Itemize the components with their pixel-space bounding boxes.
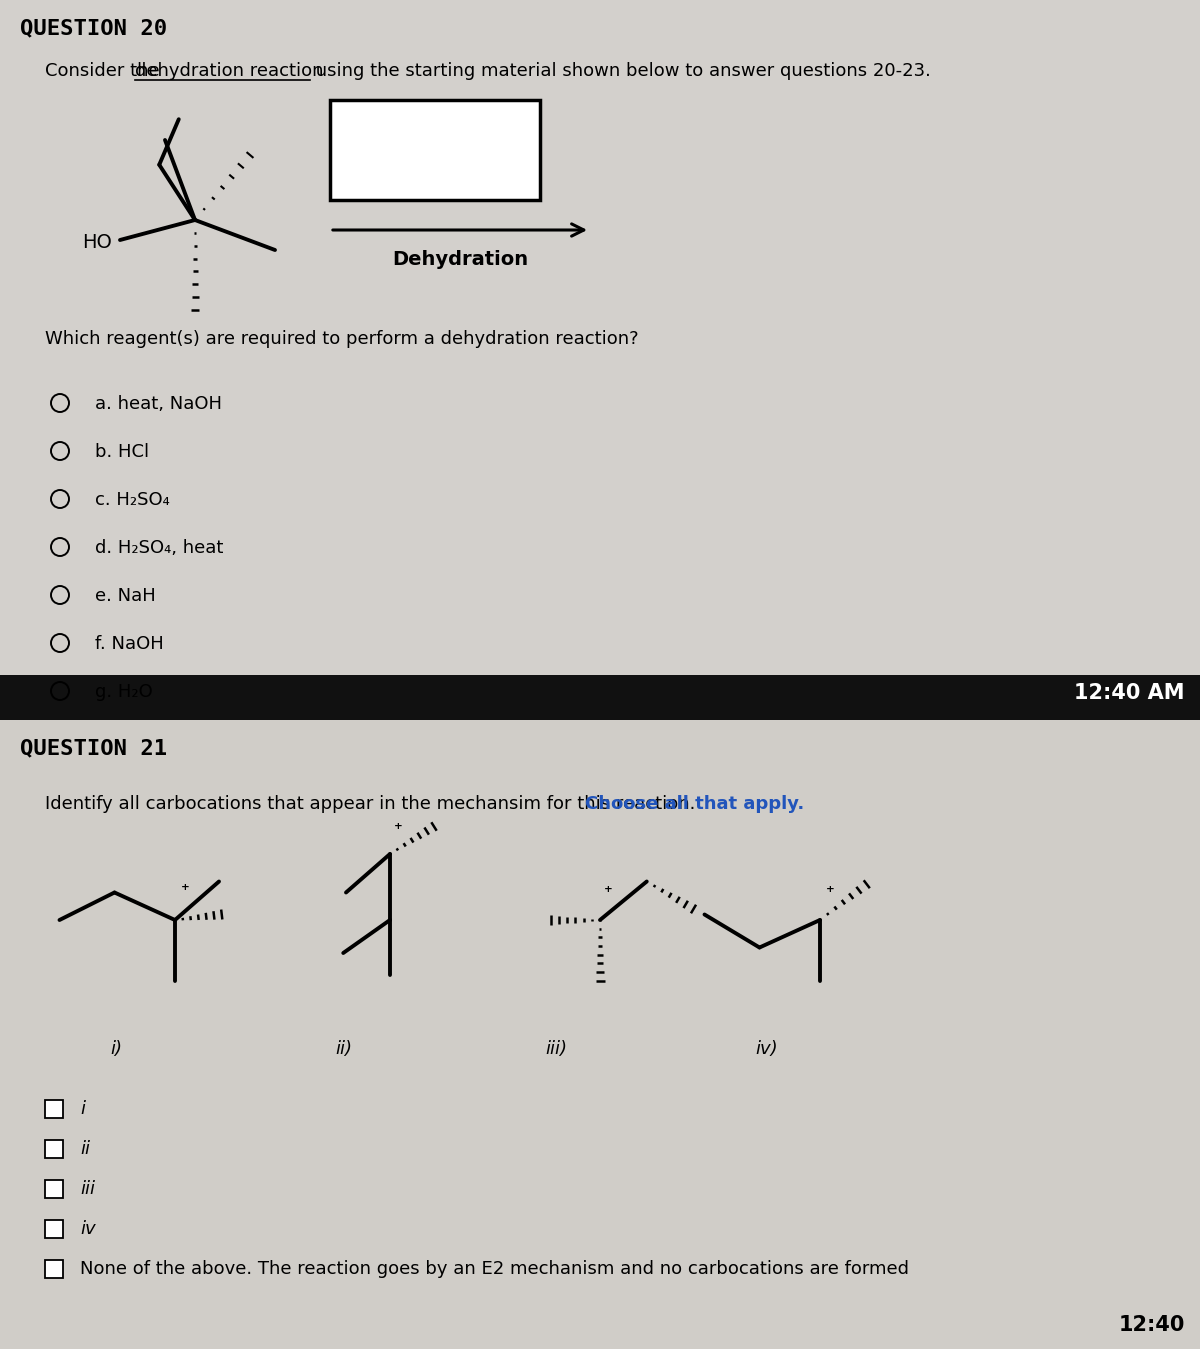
Bar: [46, 1219, 64, 1238]
Text: iv): iv): [755, 1040, 778, 1058]
Bar: [46, 1099, 64, 1118]
Bar: [46, 1140, 64, 1157]
Text: Identify all carbocations that appear in the mechansim for this reaction.: Identify all carbocations that appear in…: [46, 795, 701, 813]
Text: HO: HO: [82, 233, 112, 252]
Text: i: i: [80, 1099, 85, 1118]
Bar: [46, 1260, 64, 1278]
Text: ⁺: ⁺: [394, 822, 402, 839]
Text: c. H₂SO₄: c. H₂SO₄: [95, 491, 169, 509]
Bar: [0, 720, 1200, 1349]
Text: 12:40: 12:40: [1118, 1315, 1186, 1336]
Text: ⁺: ⁺: [826, 884, 834, 902]
Text: Which reagent(s) are required to perform a dehydration reaction?: Which reagent(s) are required to perform…: [46, 331, 638, 348]
Text: ⁺: ⁺: [604, 884, 612, 902]
Text: 12:40 AM: 12:40 AM: [1074, 683, 1186, 703]
Text: using the starting material shown below to answer questions 20-23.: using the starting material shown below …: [310, 62, 931, 80]
Text: g. H₂O: g. H₂O: [95, 683, 152, 701]
Text: ii: ii: [80, 1140, 90, 1157]
Text: f. NaOH: f. NaOH: [95, 635, 163, 653]
Bar: [46, 1180, 64, 1198]
Text: iii): iii): [545, 1040, 568, 1058]
Text: Choose all that apply.: Choose all that apply.: [586, 795, 804, 813]
Text: Dehydration: Dehydration: [392, 250, 528, 268]
Text: e. NaH: e. NaH: [95, 587, 156, 604]
Text: None of the above. The reaction goes by an E2 mechanism and no carbocations are : None of the above. The reaction goes by …: [80, 1260, 910, 1278]
Text: QUESTION 20: QUESTION 20: [20, 18, 167, 38]
Bar: [330, 100, 540, 200]
Text: iv: iv: [80, 1219, 96, 1238]
Text: b. HCl: b. HCl: [95, 442, 149, 461]
Text: i): i): [110, 1040, 122, 1058]
Text: iii: iii: [80, 1180, 95, 1198]
Text: QUESTION 21: QUESTION 21: [20, 738, 167, 758]
Text: ii): ii): [335, 1040, 352, 1058]
Text: Consider the: Consider the: [46, 62, 166, 80]
Bar: [0, 674, 1200, 720]
Text: a. heat, NaOH: a. heat, NaOH: [95, 395, 222, 413]
Text: d. H₂SO₄, heat: d. H₂SO₄, heat: [95, 540, 223, 557]
Text: dehydration reaction: dehydration reaction: [134, 62, 324, 80]
Text: ⁺: ⁺: [181, 882, 190, 900]
